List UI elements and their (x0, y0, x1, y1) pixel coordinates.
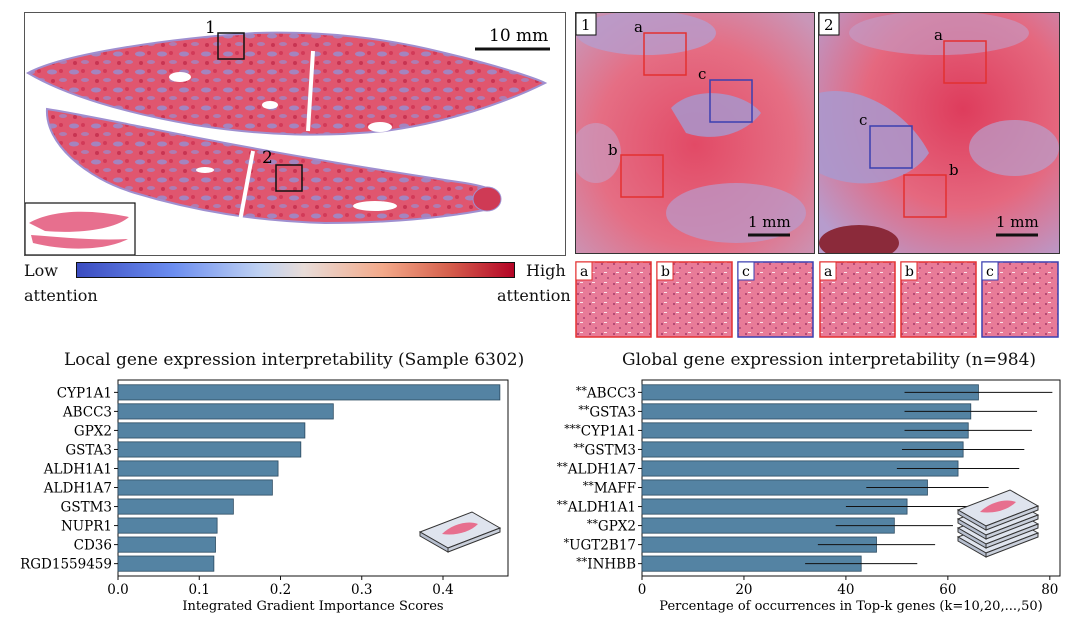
whole-slide-panel: 1 2 10 mm (24, 12, 566, 256)
bar-aldh1a7 (117, 479, 273, 496)
y-tick-label: RGD1559459 (20, 557, 112, 573)
zoom2-box-a (943, 40, 987, 84)
colorbar-low-label-2: attention (24, 286, 98, 305)
whole-slide-heatmap: 1 2 10 mm (25, 18, 550, 255)
y-tick-label: **INHBB (576, 556, 636, 573)
colorbar-low-label: Low (24, 261, 58, 280)
zoom2-box-b (903, 174, 947, 218)
bar-gstm3 (117, 498, 234, 515)
local-chart-title: Local gene expression interpretability (… (64, 350, 525, 370)
thumb-label-2b: b (905, 264, 914, 280)
roi-label-2: 2 (262, 148, 273, 168)
bar-cyp1a1 (117, 384, 501, 401)
bar-nupr1 (117, 517, 218, 534)
global-chart-title: Global gene expression interpretability … (622, 350, 1037, 370)
thumb-label-1a: a (580, 264, 588, 280)
zoom-panel-2-label: 2 (824, 16, 834, 34)
zoom1-label-a: a (634, 18, 643, 36)
zoom1-box-a (643, 32, 687, 76)
y-tick-label: ALDH1A1 (43, 461, 112, 477)
zoom1-scale-label: 1 mm (748, 213, 791, 231)
he-thumbnail-strip: a b c a b c (575, 261, 1059, 338)
y-tick-label: GSTM3 (61, 500, 112, 516)
bar-cd36 (117, 536, 216, 553)
thumb-label-1c: c (742, 264, 750, 280)
thumb-label-2a: a (824, 264, 832, 280)
bar-gpx2 (117, 422, 306, 439)
scale-bar-label: 10 mm (489, 26, 548, 46)
x-tick-label: 80 (1041, 582, 1058, 598)
x-tick-label: 40 (837, 582, 854, 598)
inset-thumbnail (29, 211, 129, 249)
y-tick-label: CYP1A1 (57, 385, 112, 401)
y-tick-label: *UGT2B17 (564, 537, 636, 554)
y-tick-label: **MAFF (583, 480, 636, 497)
zoom2-box-c (869, 125, 913, 169)
x-tick-label: 0.3 (351, 582, 372, 598)
y-tick-label: NUPR1 (61, 519, 112, 535)
y-tick-label: **ALDH1A7 (557, 460, 636, 477)
zoom1-box-c (709, 79, 753, 123)
zoom-panel-1-label: 1 (581, 16, 591, 34)
zoom1-label-c: c (698, 65, 706, 83)
zoom2-label-c: c (859, 111, 867, 129)
x-tick-label: 0.0 (107, 582, 128, 598)
axes-frame (641, 379, 1061, 577)
zoom-panel-1: a b c 1 1 mm (575, 12, 815, 254)
slide-icon (418, 511, 502, 553)
upper-lobe (25, 31, 548, 136)
thumb-label-2c: c (986, 264, 994, 280)
thumb-label-1b: b (661, 264, 670, 280)
x-tick-label: 0 (638, 582, 647, 598)
y-tick-label: GSTA3 (65, 442, 112, 458)
y-tick-label: **GPX2 (587, 518, 636, 535)
global-chart: **ABCC3 **GSTA3 ***CYP1A1 **GSTM3 **ALDH1A7 *… (557, 379, 1061, 614)
bar-rgd1559459 (117, 555, 215, 572)
x-tick-label: 0.1 (189, 582, 210, 598)
y-tick-label: ABCC3 (62, 404, 112, 420)
zoom1-box-b (620, 154, 664, 198)
attention-colorbar (76, 262, 515, 278)
zoom2-scale-label: 1 mm (996, 213, 1039, 231)
y-tick-label: **GSTM3 (574, 441, 636, 458)
slide-stack-icon (956, 489, 1040, 558)
zoom1-label-b: b (608, 141, 618, 159)
zoom2-label-a: a (934, 26, 943, 44)
zoom-panel-2: a b c 2 1 mm (818, 12, 1060, 254)
x-tick-label: 60 (939, 582, 956, 598)
x-tick-label: 20 (735, 582, 752, 598)
bar-abcc3 (117, 403, 334, 420)
roi-box-1 (217, 32, 245, 60)
x-tick-label: 0.2 (270, 582, 291, 598)
colorbar-high-label-2: attention (497, 286, 571, 305)
roi-label-1: 1 (205, 18, 216, 38)
bar-aldh1a1 (117, 460, 279, 477)
y-tick-label: **ALDH1A1 (557, 499, 636, 516)
y-tick-label: ALDH1A7 (43, 481, 112, 497)
zoom2-label-b: b (949, 161, 959, 179)
x-axis-label: Integrated Gradient Importance Scores (182, 599, 443, 614)
y-tick-label: GPX2 (74, 423, 112, 439)
y-tick-label: **GSTA3 (578, 403, 636, 420)
axes-frame (117, 379, 509, 577)
y-tick-label: CD36 (74, 538, 112, 554)
colorbar-high-label: High (526, 261, 566, 280)
local-chart: CYP1A1 ABCC3 GPX2 GSTA3 ALDH1A1 ALDH1A7 GSTM3 N… (20, 379, 509, 614)
x-tick-label: 0.4 (432, 582, 453, 598)
roi-box-2 (275, 164, 303, 192)
y-tick-label: **ABCC3 (576, 384, 636, 401)
x-axis-label: Percentage of occurrences in Top-k genes… (659, 599, 1042, 614)
y-tick-label: ***CYP1A1 (564, 422, 636, 439)
bar-gsta3 (117, 441, 302, 458)
